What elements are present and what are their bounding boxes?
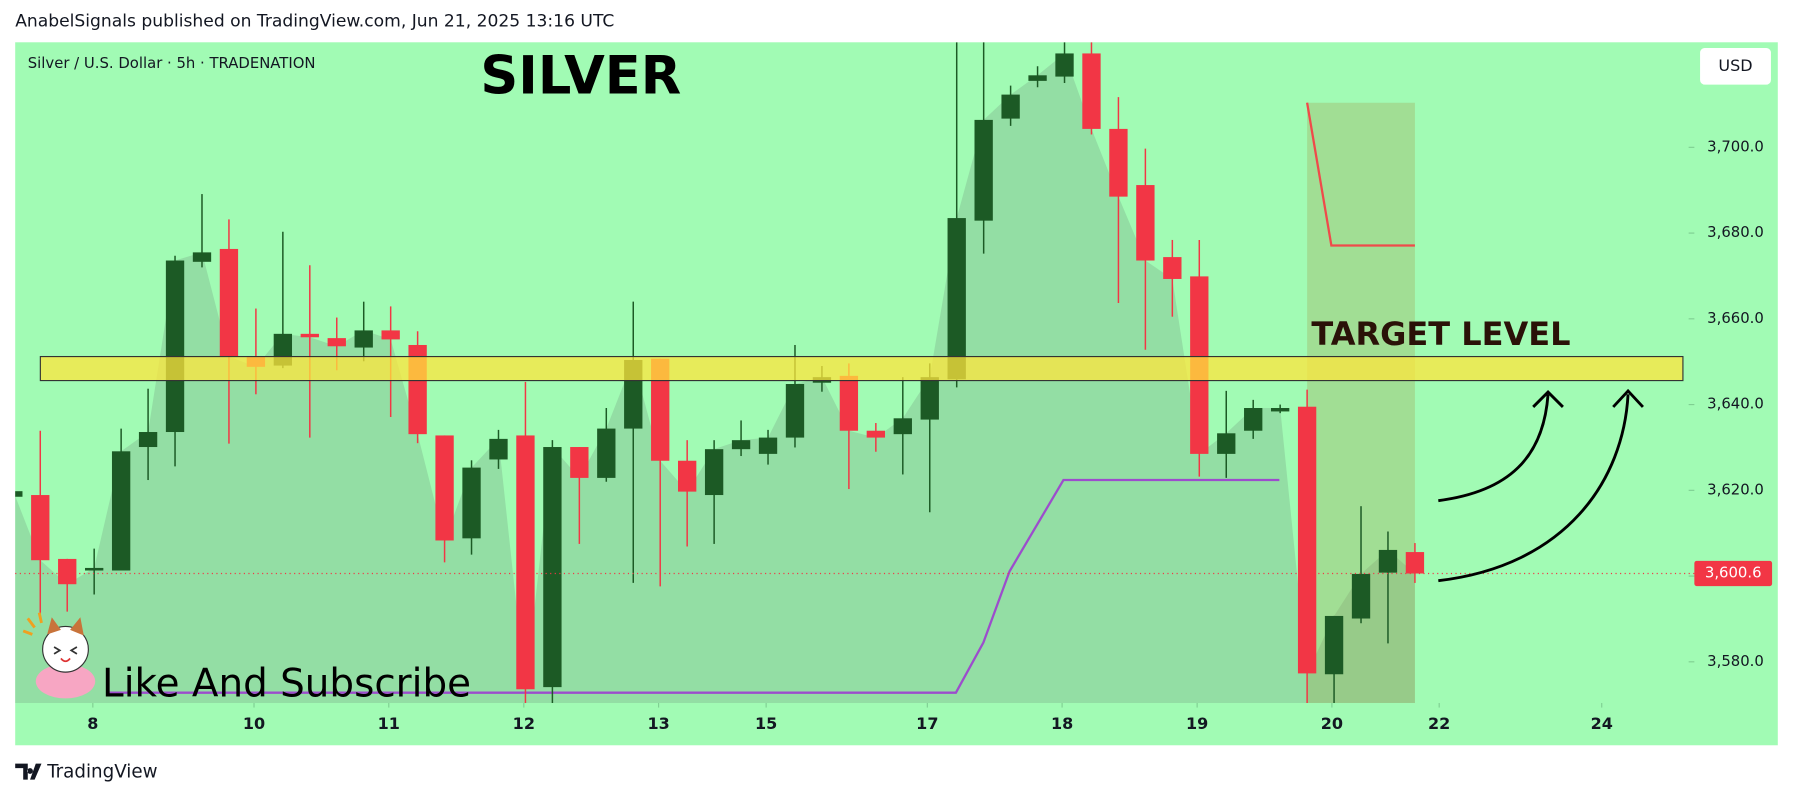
candle-body xyxy=(1351,573,1371,619)
candle-body xyxy=(731,440,751,450)
candle-body xyxy=(1028,75,1047,81)
y-tick-label: 3,700.0 xyxy=(1707,137,1764,155)
candle-body xyxy=(1378,549,1398,573)
candle-body xyxy=(1082,53,1101,129)
candle-body xyxy=(1109,128,1128,197)
currency-label[interactable]: USD xyxy=(1718,56,1752,75)
candle-body xyxy=(58,558,77,585)
candle-body xyxy=(678,460,697,492)
y-tick-label: 3,580.0 xyxy=(1707,652,1764,670)
candle-body xyxy=(947,218,966,380)
chart-background xyxy=(15,42,1778,746)
x-tick-label: 18 xyxy=(1051,714,1073,733)
brand-name: TradingView xyxy=(46,762,157,783)
candle-body xyxy=(219,248,239,357)
candle-body xyxy=(1001,94,1020,119)
candle-body xyxy=(31,495,50,561)
candle-body xyxy=(327,338,346,347)
x-tick-label: 10 xyxy=(243,714,265,733)
candle-body xyxy=(381,330,400,340)
candle-body xyxy=(1136,185,1155,261)
red-line xyxy=(1305,102,1415,247)
caption: Like And Subscribe xyxy=(102,661,471,706)
candle-body xyxy=(1405,552,1425,574)
x-tick-label: 22 xyxy=(1428,714,1450,733)
plot-area xyxy=(15,42,1425,703)
x-tick-label: 19 xyxy=(1186,714,1208,733)
currency-box[interactable] xyxy=(1700,48,1771,85)
overlay: 3,580.03,600.03,620.03,640.03,660.03,680… xyxy=(15,137,1773,733)
candle-body xyxy=(435,435,454,541)
candle-body xyxy=(974,119,993,221)
x-tick-label: 11 xyxy=(378,714,400,733)
candle-body xyxy=(354,330,373,348)
candle-body xyxy=(15,491,23,497)
candle-body xyxy=(1163,257,1182,279)
candle-body xyxy=(920,377,939,420)
candle-body xyxy=(300,333,319,338)
purple-line xyxy=(108,478,1280,694)
candle-body xyxy=(651,358,670,461)
candle-body xyxy=(192,252,212,262)
symbol-info: Silver / U.S. Dollar · 5h · TRADENATION xyxy=(28,54,316,72)
publish-header: AnabelSignals published on TradingView.c… xyxy=(15,12,614,32)
target-zone xyxy=(39,355,1684,382)
tv-logo xyxy=(15,763,42,780)
close-area xyxy=(15,53,1415,703)
candle-body xyxy=(1055,53,1074,77)
target-label: TARGET LEVEL xyxy=(1311,315,1570,353)
candle-body xyxy=(866,430,886,438)
candle-body xyxy=(1270,408,1290,412)
arrow-head xyxy=(1612,388,1644,408)
x-tick-label: 12 xyxy=(513,714,535,733)
candle-body xyxy=(597,428,616,478)
x-tick-label: 13 xyxy=(647,714,669,733)
x-tick-label: 24 xyxy=(1591,714,1613,733)
y-tick-label: 3,640.0 xyxy=(1707,395,1764,413)
candle-body xyxy=(704,449,724,496)
candle-body xyxy=(758,437,778,454)
candle-body xyxy=(111,451,131,571)
arrow xyxy=(1438,394,1630,583)
y-tick-label: 3,620.0 xyxy=(1707,480,1764,498)
candle-body xyxy=(1244,408,1263,431)
candle-body xyxy=(138,432,158,448)
candle-body xyxy=(85,567,104,571)
x-tick-label: 17 xyxy=(916,714,938,733)
candle-body xyxy=(165,260,185,433)
candle-body xyxy=(1217,433,1236,454)
x-tick-label: 20 xyxy=(1321,714,1343,733)
y-tick-label: 3,660.0 xyxy=(1707,309,1764,327)
candle-body xyxy=(893,418,912,435)
last-price-box xyxy=(1694,560,1773,587)
y-tick-label: 3,680.0 xyxy=(1707,223,1764,241)
candle-body xyxy=(570,447,589,478)
candle-body xyxy=(543,447,562,688)
candle-body xyxy=(785,383,805,438)
last-price-label: 3,600.6 xyxy=(1705,564,1762,582)
chart-title: SILVER xyxy=(480,46,681,107)
candle-body xyxy=(489,438,508,460)
x-tick-label: 15 xyxy=(755,714,777,733)
candle-body xyxy=(839,375,859,431)
candle-body xyxy=(1324,615,1344,675)
x-tick-label: 8 xyxy=(87,714,98,733)
candle-body xyxy=(1297,406,1317,674)
arrow-head xyxy=(1532,390,1564,408)
candle-body xyxy=(462,467,481,539)
arrow xyxy=(1438,394,1550,503)
mascot xyxy=(22,612,96,699)
candle-body xyxy=(516,435,535,690)
